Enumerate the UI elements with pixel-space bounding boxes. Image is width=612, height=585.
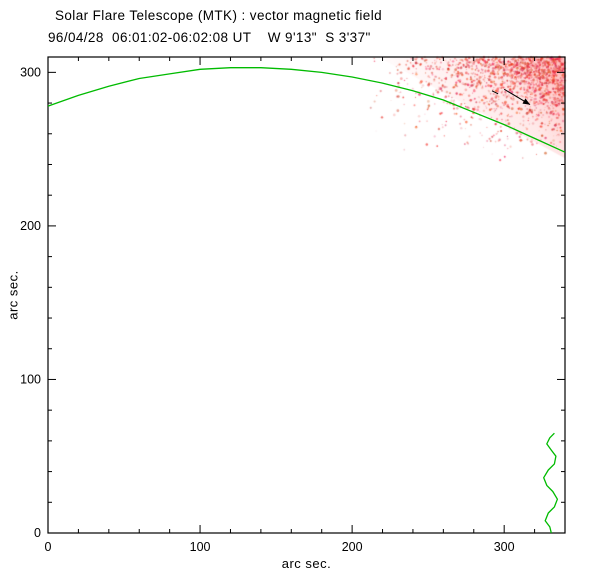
chart-title: Solar Flare Telescope (MTK) : vector mag… [55, 8, 383, 23]
x-tick-label: 0 [45, 540, 52, 554]
limb-contour-lower-right [543, 432, 559, 534]
plot-frame [47, 56, 566, 534]
arrowhead [522, 98, 530, 105]
x-tick-label: 200 [342, 540, 363, 554]
x-axis-label: arc sec. [281, 556, 332, 571]
dash-annotation [491, 90, 499, 95]
y-tick-label: 200 [20, 219, 41, 233]
x-tick-label: 100 [190, 540, 211, 554]
solar-limb-curve [47, 67, 566, 153]
chart-subtitle: 96/04/28 06:01:02-06:02:08 UT W 9'13" S … [48, 30, 371, 45]
y-axis-label: arc sec. [5, 270, 21, 320]
y-tick-label: 0 [34, 526, 41, 540]
y-tick-label: 100 [20, 372, 41, 386]
y-tick-label: 300 [20, 65, 41, 79]
x-tick-label: 300 [494, 540, 515, 554]
